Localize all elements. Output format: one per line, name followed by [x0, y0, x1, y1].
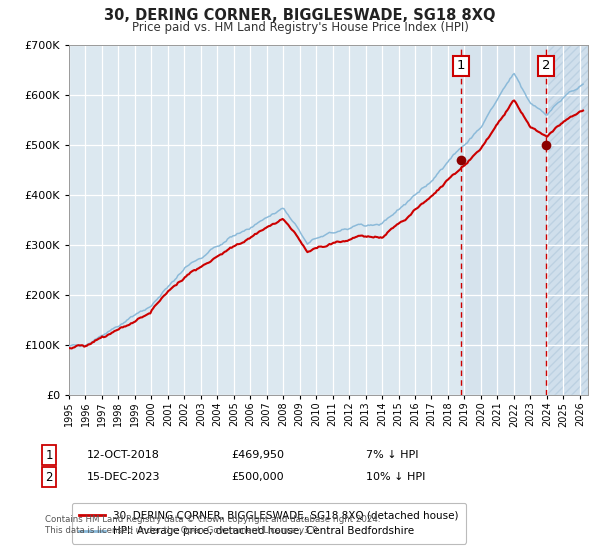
- Text: £469,950: £469,950: [231, 450, 284, 460]
- Legend: 30, DERING CORNER, BIGGLESWADE, SG18 8XQ (detached house), HPI: Average price, d: 30, DERING CORNER, BIGGLESWADE, SG18 8XQ…: [71, 503, 466, 544]
- Text: 2: 2: [46, 470, 53, 484]
- Text: 1: 1: [46, 449, 53, 462]
- Text: This data is licensed under the Open Government Licence v3.0.: This data is licensed under the Open Gov…: [45, 526, 320, 535]
- Text: 2: 2: [542, 59, 550, 72]
- Text: 12-OCT-2018: 12-OCT-2018: [87, 450, 160, 460]
- Text: 7% ↓ HPI: 7% ↓ HPI: [366, 450, 419, 460]
- Bar: [546, 45, 588, 395]
- Text: 10% ↓ HPI: 10% ↓ HPI: [366, 472, 425, 482]
- Text: £500,000: £500,000: [231, 472, 284, 482]
- Text: Price paid vs. HM Land Registry's House Price Index (HPI): Price paid vs. HM Land Registry's House …: [131, 21, 469, 34]
- Bar: [461, 45, 546, 395]
- Text: 15-DEC-2023: 15-DEC-2023: [87, 472, 161, 482]
- Text: Contains HM Land Registry data © Crown copyright and database right 2024.: Contains HM Land Registry data © Crown c…: [45, 515, 380, 524]
- Text: 1: 1: [457, 59, 465, 72]
- Text: 30, DERING CORNER, BIGGLESWADE, SG18 8XQ: 30, DERING CORNER, BIGGLESWADE, SG18 8XQ: [104, 8, 496, 24]
